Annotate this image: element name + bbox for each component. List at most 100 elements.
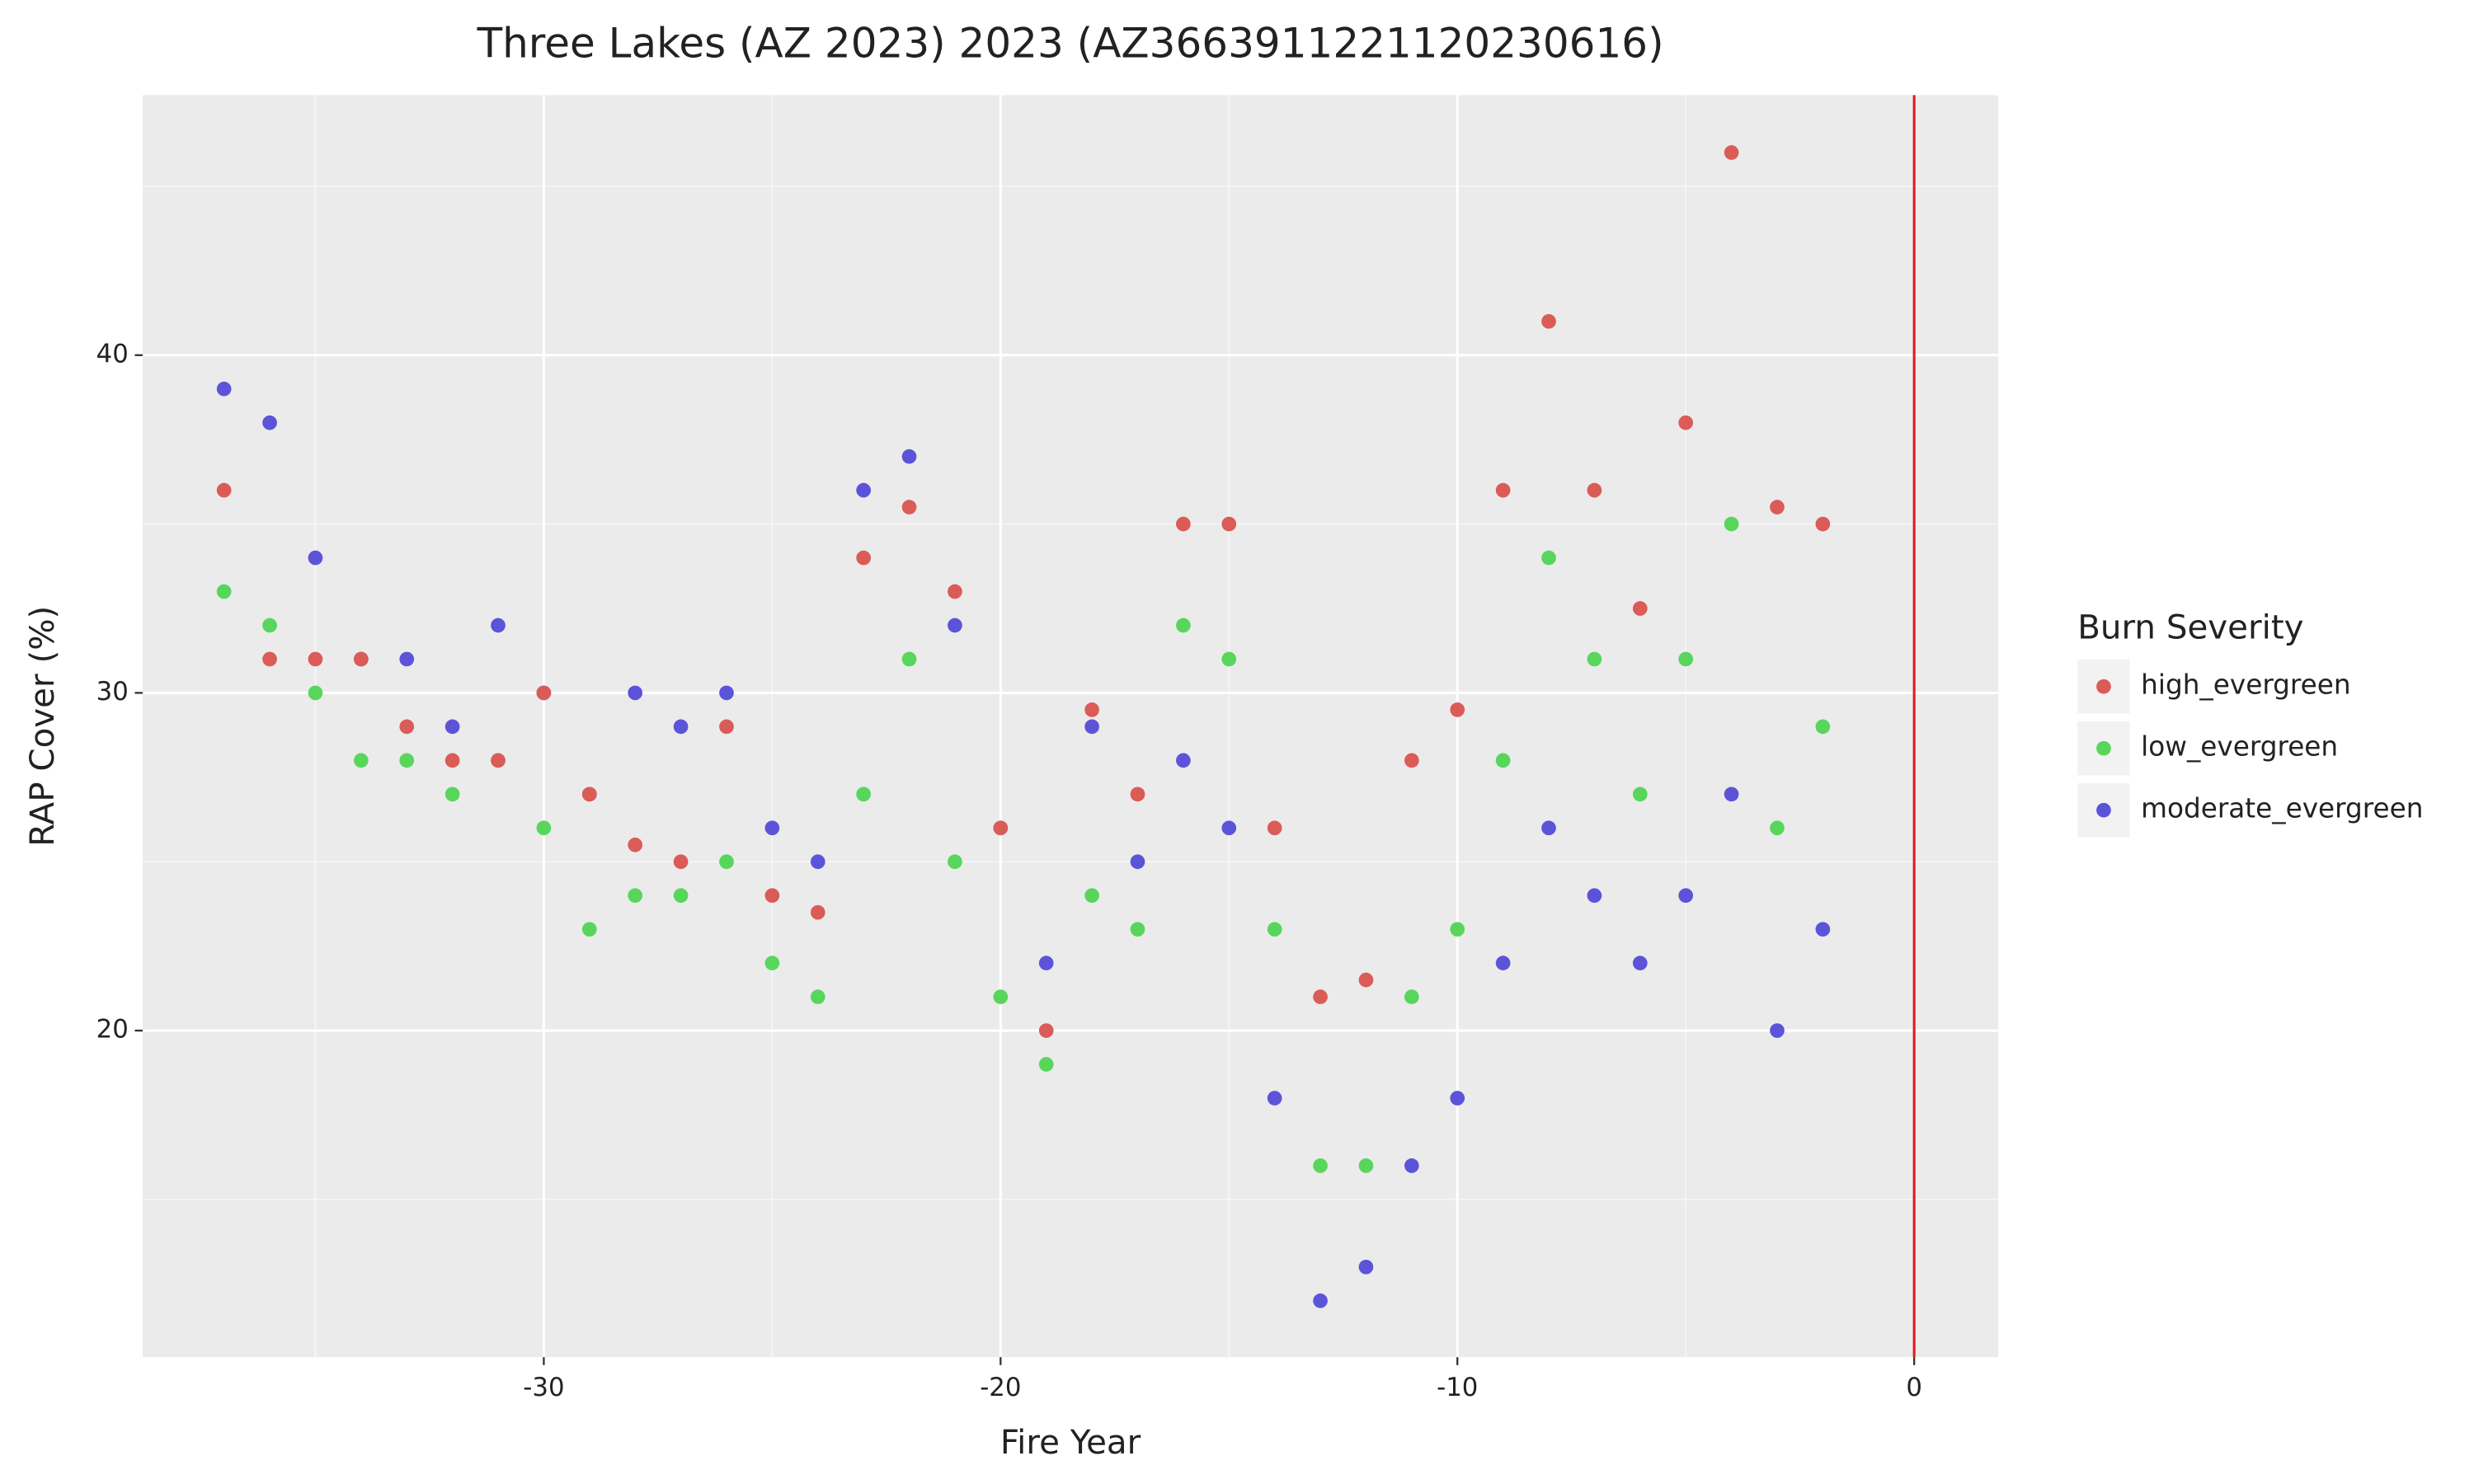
point xyxy=(1130,922,1145,937)
point xyxy=(1495,753,1511,768)
point xyxy=(901,651,917,667)
point xyxy=(1815,516,1831,532)
point xyxy=(1541,313,1556,329)
point xyxy=(536,685,552,701)
point xyxy=(216,482,232,498)
y-tick-label: 40 xyxy=(96,339,129,369)
point xyxy=(948,584,962,599)
point xyxy=(1541,550,1556,566)
point xyxy=(764,956,780,970)
point xyxy=(764,888,780,904)
point xyxy=(1450,1091,1465,1106)
point xyxy=(1724,516,1739,532)
y-tick-label: 20 xyxy=(96,1015,129,1045)
point xyxy=(491,618,506,633)
point xyxy=(810,904,825,920)
point xyxy=(354,651,369,667)
point xyxy=(1221,651,1237,667)
point xyxy=(1221,516,1237,532)
point xyxy=(856,550,871,566)
point xyxy=(1632,956,1648,970)
legend-title: Burn Severity xyxy=(2077,608,2303,646)
point xyxy=(1724,787,1739,802)
point xyxy=(1450,922,1465,937)
point xyxy=(308,685,323,701)
x-tick-label: -30 xyxy=(523,1373,564,1402)
point xyxy=(444,719,460,735)
point xyxy=(444,753,460,768)
x-axis-title: Fire Year xyxy=(1000,1423,1141,1462)
point xyxy=(399,651,415,667)
point xyxy=(719,854,734,870)
y-tick-label: 30 xyxy=(96,677,129,707)
point xyxy=(673,719,689,735)
point xyxy=(1678,888,1694,904)
point xyxy=(1176,753,1191,768)
legend-marker xyxy=(2096,802,2111,818)
point xyxy=(628,837,643,852)
point xyxy=(216,381,232,397)
point xyxy=(1587,482,1602,498)
point xyxy=(1495,956,1511,970)
point xyxy=(993,989,1009,1004)
point xyxy=(856,787,871,802)
point xyxy=(1176,618,1191,633)
point xyxy=(810,854,825,870)
point xyxy=(1221,820,1237,836)
x-tick-label: 0 xyxy=(1906,1373,1922,1402)
point xyxy=(1770,1023,1785,1038)
point xyxy=(1770,500,1785,514)
point xyxy=(308,550,323,566)
point xyxy=(673,854,689,870)
point xyxy=(856,482,871,498)
point xyxy=(536,820,552,836)
point xyxy=(948,854,962,870)
point xyxy=(581,922,597,937)
point xyxy=(1815,922,1831,937)
y-axis-title: RAP Cover (%) xyxy=(23,606,62,847)
point xyxy=(719,719,734,735)
point xyxy=(1678,651,1694,667)
point xyxy=(901,448,917,464)
point xyxy=(399,753,415,768)
point xyxy=(1770,820,1785,836)
point xyxy=(1358,1158,1374,1173)
point xyxy=(1130,854,1145,870)
point xyxy=(1084,702,1099,717)
point xyxy=(1587,651,1602,667)
point xyxy=(1450,702,1465,717)
legend-marker xyxy=(2096,740,2111,756)
point xyxy=(719,685,734,701)
point xyxy=(1313,1293,1328,1308)
point xyxy=(810,989,825,1004)
point xyxy=(1678,415,1694,430)
point xyxy=(399,719,415,735)
point xyxy=(1084,888,1099,904)
point xyxy=(262,415,277,430)
point xyxy=(1313,989,1328,1004)
point xyxy=(948,618,962,633)
point xyxy=(1632,787,1648,802)
point xyxy=(901,500,917,514)
point xyxy=(1404,1158,1419,1173)
point xyxy=(628,888,643,904)
point xyxy=(1176,516,1191,532)
point xyxy=(764,820,780,836)
point xyxy=(1038,1057,1054,1072)
point xyxy=(1815,719,1831,735)
point xyxy=(354,753,369,768)
point xyxy=(1267,1091,1282,1106)
point xyxy=(1130,787,1145,802)
point xyxy=(262,618,277,633)
point xyxy=(1313,1158,1328,1173)
point xyxy=(628,685,643,701)
point xyxy=(1495,482,1511,498)
legend-label: high_evergreen xyxy=(2141,669,2350,701)
point xyxy=(308,651,323,667)
legend-label: low_evergreen xyxy=(2141,731,2338,763)
legend-marker xyxy=(2096,679,2111,694)
panel xyxy=(143,95,1999,1358)
point xyxy=(1404,753,1419,768)
point xyxy=(1038,1023,1054,1038)
